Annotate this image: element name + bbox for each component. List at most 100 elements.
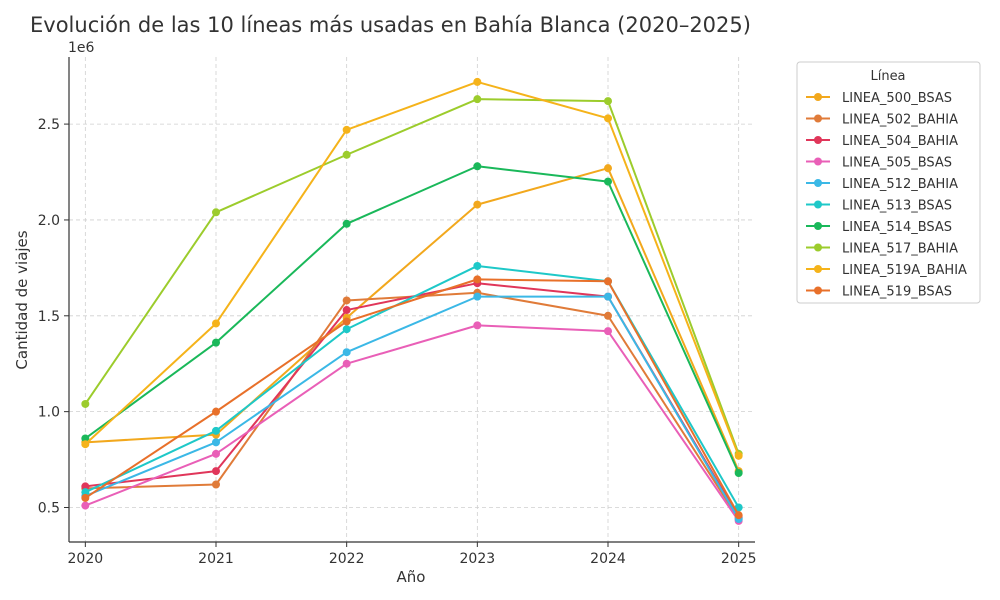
y-tick-label: 1.5	[38, 309, 60, 325]
series-linea-519-bsas	[81, 275, 743, 520]
data-point	[212, 426, 220, 435]
data-point	[342, 296, 351, 305]
legend-label: LINEA_504_BAHIA	[842, 134, 958, 149]
x-ticks: 2020 2021 2022 2023 2024 2025	[68, 542, 757, 567]
series-line	[84, 278, 740, 516]
legend: Línea LINEA_500_BSAS LINEA_502_BAHIA LINEA…	[796, 61, 981, 304]
data-point	[473, 292, 482, 301]
legend-swatch-marker	[814, 265, 822, 273]
data-point	[342, 150, 351, 159]
series-linea-505-bsas	[81, 321, 743, 525]
data-point	[81, 440, 90, 449]
series-linea-519a-bahia	[81, 77, 743, 460]
series-line	[84, 295, 740, 520]
series-linea-513-bsas	[81, 261, 743, 512]
data-point	[81, 501, 90, 510]
data-point	[81, 399, 90, 408]
data-point	[212, 449, 220, 458]
grid	[69, 57, 755, 542]
legend-label: LINEA_514_BSAS	[842, 220, 952, 235]
data-point	[473, 200, 482, 209]
data-point	[212, 467, 220, 476]
chart-title: Evolución de las 10 líneas más usadas en…	[30, 13, 751, 37]
data-point	[604, 327, 612, 336]
legend-label: LINEA_505_BSAS	[842, 156, 952, 171]
legend-swatch-marker	[814, 222, 822, 230]
axes	[68, 57, 755, 543]
data-point	[81, 493, 90, 502]
data-point	[604, 177, 612, 186]
legend-label: LINEA_502_BAHIA	[842, 113, 958, 128]
series-line	[85, 291, 740, 520]
data-point	[604, 164, 612, 173]
data-point	[212, 438, 220, 447]
x-tick-label: 2022	[329, 551, 365, 567]
data-point	[604, 114, 612, 123]
legend-label: LINEA_513_BSAS	[842, 199, 952, 214]
legend-label: LINEA_519_BSAS	[842, 285, 952, 300]
y-offset-label: 1e6	[68, 40, 95, 56]
y-axis-label: Cantidad de viajes	[13, 230, 31, 369]
legend-title: Línea	[870, 69, 905, 84]
series-line	[85, 167, 740, 472]
x-tick-label: 2023	[460, 551, 496, 567]
data-point	[604, 97, 612, 106]
legend-swatch-marker	[814, 179, 822, 187]
data-point	[734, 503, 743, 512]
series-line	[84, 165, 740, 474]
data-point	[342, 317, 351, 326]
series-line	[85, 282, 740, 518]
data-point	[212, 319, 220, 328]
legend-swatch-marker	[814, 243, 822, 252]
data-point	[81, 482, 90, 491]
series-linea-514-bsas	[81, 162, 743, 477]
data-point	[473, 95, 482, 104]
data-point	[473, 261, 482, 270]
x-axis-label: Año	[397, 568, 426, 586]
legend-label: LINEA_519A_BAHIA	[842, 263, 967, 278]
x-tick-label: 2024	[590, 551, 626, 567]
legend-swatch-marker	[814, 200, 822, 209]
y-ticks: 0.5 1.0 1.5 2.0 2.5	[38, 117, 69, 516]
data-point	[342, 306, 351, 315]
data-point	[212, 338, 220, 347]
data-point	[212, 480, 220, 489]
data-point	[734, 511, 743, 520]
y-tick-label: 2.5	[38, 117, 60, 133]
legend-swatch-marker	[814, 157, 822, 166]
legend-swatch-marker	[814, 93, 822, 101]
y-tick-label: 0.5	[38, 500, 60, 516]
x-tick-label: 2025	[721, 551, 757, 567]
data-point	[342, 219, 351, 228]
legend-swatch-marker	[814, 286, 822, 295]
x-tick-label: 2020	[68, 551, 104, 567]
y-tick-label: 2.0	[38, 213, 60, 229]
legend-swatch-marker	[814, 136, 822, 144]
legend-swatch-marker	[814, 114, 822, 123]
legend-label: LINEA_517_BAHIA	[842, 242, 958, 257]
series-line	[84, 80, 740, 457]
legend-label: LINEA_512_BAHIA	[842, 177, 958, 192]
data-point	[342, 359, 351, 368]
data-point	[734, 468, 743, 477]
data-point	[342, 325, 351, 334]
data-point	[212, 208, 220, 217]
series-line	[84, 98, 740, 455]
data-point	[473, 321, 482, 330]
series-linea-517-bahia	[81, 95, 743, 458]
legend-label: LINEA_500_BSAS	[842, 91, 952, 106]
y-tick-label: 1.0	[38, 405, 60, 421]
data-point	[604, 292, 612, 301]
series-group	[81, 77, 743, 525]
series-line	[84, 324, 740, 522]
data-point	[734, 451, 743, 460]
data-point	[604, 277, 612, 286]
series-linea-512-bahia	[81, 292, 743, 523]
x-tick-label: 2021	[198, 551, 234, 567]
data-point	[212, 407, 220, 416]
data-point	[81, 488, 90, 497]
data-point	[473, 275, 482, 284]
data-point	[81, 434, 90, 443]
data-point	[604, 311, 612, 320]
